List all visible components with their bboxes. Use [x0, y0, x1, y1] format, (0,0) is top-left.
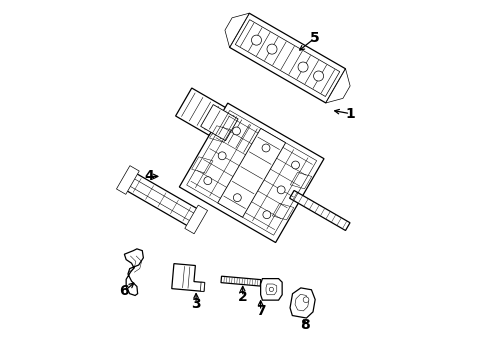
Circle shape	[251, 35, 261, 45]
Polygon shape	[171, 264, 204, 292]
Circle shape	[297, 62, 307, 72]
Circle shape	[291, 161, 299, 169]
Polygon shape	[229, 13, 345, 103]
Polygon shape	[325, 69, 349, 103]
Circle shape	[277, 186, 285, 194]
Polygon shape	[175, 88, 263, 157]
Polygon shape	[289, 190, 349, 230]
Text: 4: 4	[144, 170, 154, 183]
Polygon shape	[116, 166, 139, 194]
Polygon shape	[200, 105, 238, 141]
Circle shape	[218, 152, 225, 160]
Text: 1: 1	[345, 107, 354, 121]
Text: 3: 3	[191, 297, 201, 311]
Polygon shape	[200, 282, 204, 292]
Text: 6: 6	[119, 284, 129, 298]
Circle shape	[303, 297, 308, 303]
Circle shape	[313, 71, 323, 81]
Circle shape	[263, 211, 270, 219]
Polygon shape	[221, 276, 260, 286]
Polygon shape	[260, 279, 282, 300]
Polygon shape	[217, 129, 285, 217]
Polygon shape	[124, 249, 143, 296]
Circle shape	[262, 144, 269, 152]
Circle shape	[266, 44, 277, 54]
Polygon shape	[289, 288, 315, 318]
Text: 2: 2	[237, 289, 247, 303]
Text: 5: 5	[309, 31, 319, 45]
Circle shape	[233, 194, 241, 202]
Text: 8: 8	[300, 318, 310, 332]
Circle shape	[203, 177, 211, 185]
Polygon shape	[224, 13, 249, 48]
Polygon shape	[179, 103, 324, 243]
Polygon shape	[122, 171, 201, 228]
Polygon shape	[184, 205, 207, 234]
Circle shape	[232, 127, 240, 135]
Circle shape	[269, 287, 273, 292]
Text: 7: 7	[255, 304, 265, 318]
